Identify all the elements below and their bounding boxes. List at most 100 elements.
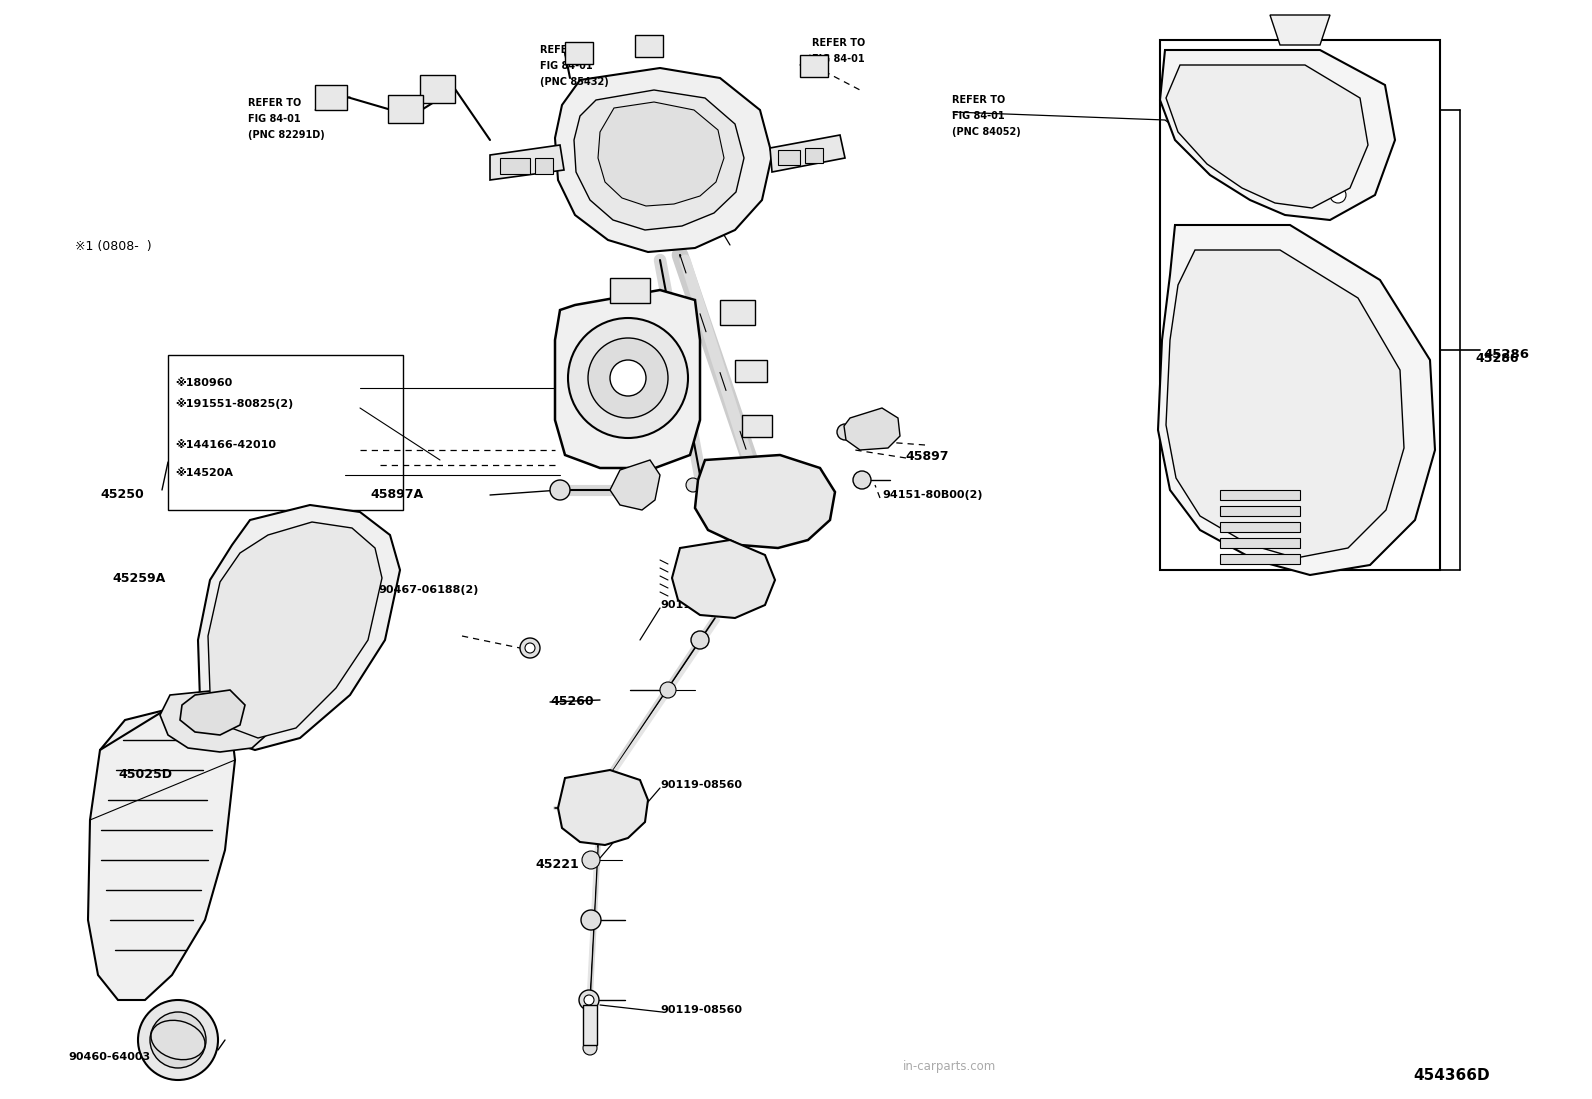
Bar (610, 278, 650, 303)
Text: ※191551-80825(2): ※191551-80825(2) (175, 398, 293, 409)
Bar (806, 148, 823, 163)
Circle shape (1329, 187, 1345, 203)
Text: REFER TO: REFER TO (952, 95, 1005, 106)
Text: 45259A: 45259A (111, 571, 166, 585)
Text: FIG 84-01: FIG 84-01 (627, 114, 681, 124)
Polygon shape (1157, 225, 1434, 575)
Polygon shape (771, 135, 845, 173)
Text: (PNC 82291D): (PNC 82291D) (248, 130, 325, 140)
Text: (PNC 84450): (PNC 84450) (627, 130, 697, 140)
Bar (720, 300, 755, 325)
Polygon shape (556, 290, 700, 468)
Polygon shape (672, 540, 775, 618)
Text: REFER TO: REFER TO (812, 38, 864, 48)
Polygon shape (1270, 15, 1329, 45)
Bar (565, 42, 592, 64)
Polygon shape (161, 688, 272, 752)
Bar (1219, 490, 1301, 500)
Circle shape (1259, 380, 1320, 440)
Polygon shape (180, 690, 245, 735)
Circle shape (731, 470, 790, 530)
Text: (PNC 85432): (PNC 85432) (540, 77, 608, 87)
Text: 45025D: 45025D (118, 768, 172, 781)
Circle shape (584, 995, 594, 1004)
Bar (736, 360, 767, 382)
Text: ※1 (0808-  ): ※1 (0808- ) (75, 240, 151, 253)
Text: 45286: 45286 (1484, 348, 1528, 362)
Bar (742, 415, 772, 437)
Text: FIG 84-01: FIG 84-01 (812, 54, 864, 64)
Circle shape (691, 546, 708, 564)
Text: 90467-06188(2): 90467-06188(2) (377, 585, 478, 595)
Text: ※144166-42010: ※144166-42010 (175, 440, 275, 449)
Circle shape (521, 639, 540, 658)
Circle shape (291, 571, 309, 589)
Circle shape (525, 643, 535, 653)
Bar (169, 355, 403, 510)
Text: FIG 84-01: FIG 84-01 (540, 62, 592, 71)
Polygon shape (197, 506, 400, 750)
Text: REFER TO: REFER TO (248, 98, 301, 108)
Circle shape (1245, 365, 1336, 455)
Text: (PNC 84052): (PNC 84052) (952, 127, 1020, 137)
Text: 45250: 45250 (100, 488, 143, 501)
Bar (1219, 522, 1301, 532)
Text: in-carparts.com: in-carparts.com (903, 1061, 997, 1073)
Text: 94151-80B00(2): 94151-80B00(2) (882, 490, 982, 500)
Polygon shape (209, 522, 382, 739)
Polygon shape (559, 770, 648, 845)
Ellipse shape (151, 1020, 205, 1059)
Bar (635, 35, 662, 57)
Text: 90119-08560: 90119-08560 (661, 600, 742, 610)
Bar (315, 85, 347, 110)
Circle shape (150, 1012, 205, 1068)
Polygon shape (1165, 249, 1404, 558)
Bar (388, 95, 423, 123)
Circle shape (549, 480, 570, 500)
Text: 45897: 45897 (904, 449, 949, 463)
Polygon shape (575, 90, 743, 230)
Polygon shape (696, 455, 834, 548)
Circle shape (139, 1000, 218, 1080)
Text: 90119-08560: 90119-08560 (661, 1004, 742, 1015)
Bar (778, 149, 801, 165)
Circle shape (697, 558, 742, 602)
Bar (500, 158, 530, 174)
Circle shape (568, 318, 688, 439)
Circle shape (837, 424, 853, 440)
Text: 90460-64003: 90460-64003 (68, 1052, 150, 1062)
Circle shape (691, 631, 708, 650)
Circle shape (578, 786, 622, 830)
Bar (1219, 539, 1301, 548)
Text: 45286: 45286 (1476, 352, 1519, 365)
Circle shape (853, 471, 871, 489)
Polygon shape (1161, 49, 1395, 220)
Bar (535, 158, 552, 174)
Circle shape (583, 851, 600, 869)
Text: 45280A: 45280A (600, 193, 653, 206)
Text: 45897A: 45897A (369, 488, 423, 501)
Circle shape (1340, 152, 1356, 168)
Text: 454366D: 454366D (1414, 1068, 1490, 1083)
Polygon shape (556, 68, 772, 252)
Circle shape (742, 482, 778, 518)
Circle shape (583, 1041, 597, 1055)
Circle shape (708, 568, 732, 592)
Text: ※180960: ※180960 (175, 378, 232, 388)
Polygon shape (610, 460, 661, 510)
Text: REFER TO: REFER TO (627, 98, 681, 108)
Circle shape (610, 360, 646, 396)
Polygon shape (88, 700, 236, 1000)
Bar (1161, 40, 1441, 570)
Polygon shape (844, 408, 899, 449)
Text: FIG 84-01: FIG 84-01 (952, 111, 1005, 121)
Circle shape (579, 990, 599, 1010)
Circle shape (581, 910, 602, 930)
Text: 45260: 45260 (549, 695, 594, 708)
Bar (801, 55, 828, 77)
Bar (583, 1004, 597, 1045)
Circle shape (1242, 92, 1258, 108)
Circle shape (661, 682, 677, 698)
Text: 90119-08560: 90119-08560 (661, 780, 742, 790)
Text: FIG 84-01: FIG 84-01 (627, 162, 681, 173)
